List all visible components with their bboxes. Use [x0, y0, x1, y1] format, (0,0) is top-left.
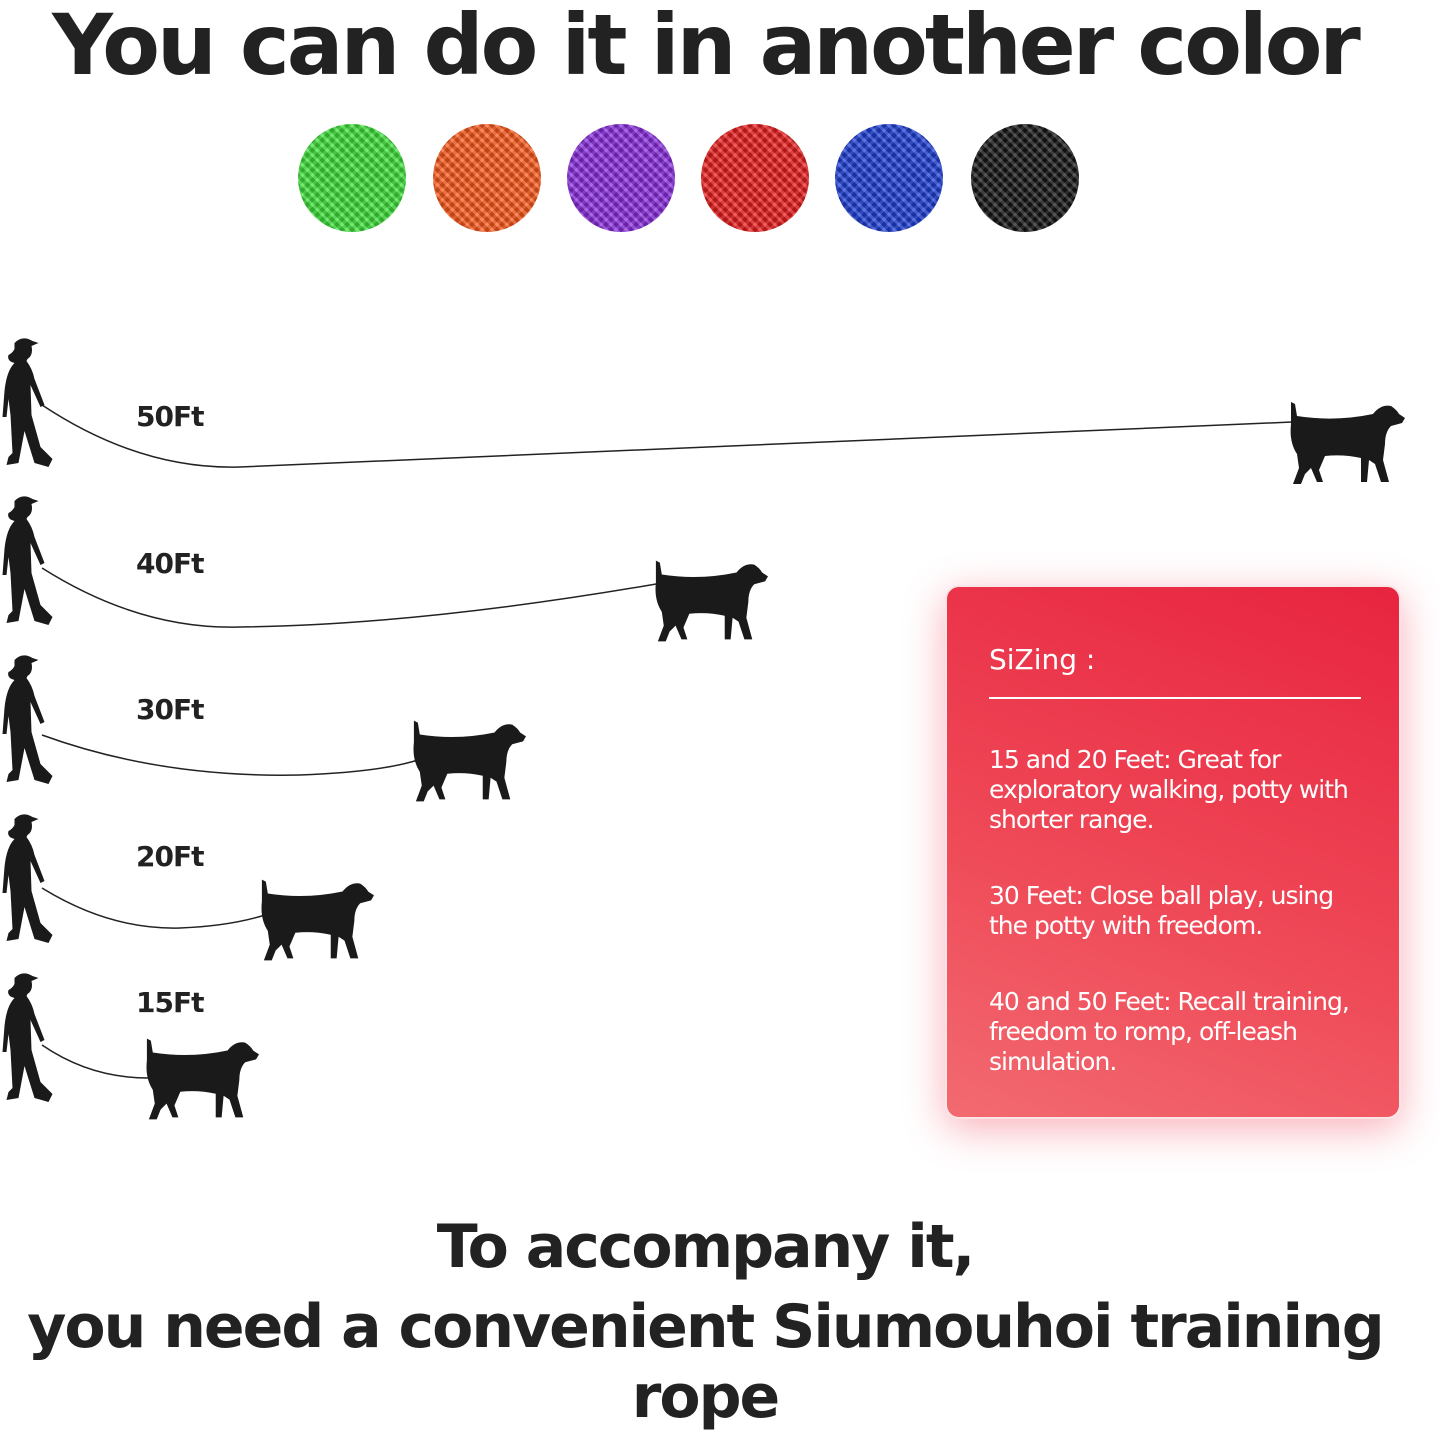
- length-label-40: 40Ft: [136, 547, 204, 580]
- sizing-title: SiZing :: [989, 643, 1096, 676]
- leash-15ft: [41, 1044, 149, 1079]
- leash-30ft: [41, 734, 419, 776]
- walker-icon: [2, 973, 53, 1102]
- length-label-20: 20Ft: [136, 840, 204, 873]
- sizing-item: 30 Feet: Close ball play, using the pott…: [989, 881, 1334, 940]
- color-swatch-blue: [835, 124, 943, 232]
- dog-icon: [655, 560, 768, 642]
- leash-illustration: [2, 338, 1405, 1120]
- color-swatch-black: [971, 124, 1079, 232]
- walker-icon: [2, 496, 53, 625]
- dog-icon: [413, 720, 526, 802]
- page-title: You can do it in another color: [52, 0, 1361, 94]
- dog-icon: [146, 1038, 259, 1120]
- length-label-50: 50Ft: [136, 400, 204, 433]
- footer-line-2: you need a convenient Siumouhoi training…: [27, 1292, 1384, 1432]
- walker-figures: [2, 338, 53, 1102]
- leash-40ft: [41, 567, 663, 628]
- color-swatch-red: [701, 124, 809, 232]
- sizing-card: SiZing : 15 and 20 Feet: Great for explo…: [945, 585, 1401, 1119]
- length-label-15: 15Ft: [136, 986, 204, 1019]
- dog-icon: [261, 879, 374, 961]
- footer-line-1: To accompany it,: [436, 1212, 976, 1282]
- sizing-item: 15 and 20 Feet: Great for exploratory wa…: [989, 745, 1349, 834]
- leash-20ft: [41, 887, 266, 929]
- divider: [989, 697, 1361, 699]
- color-swatch-green: [298, 124, 406, 232]
- dog-icon: [1290, 402, 1405, 484]
- length-label-30: 30Ft: [136, 693, 204, 726]
- walker-icon: [2, 338, 53, 467]
- walker-icon: [2, 655, 53, 784]
- color-swatch-orange: [433, 124, 541, 232]
- sizing-item: 40 and 50 Feet: Recall training, freedom…: [989, 987, 1350, 1076]
- walker-icon: [2, 814, 53, 943]
- color-swatch-purple: [567, 124, 675, 232]
- leash-50ft: [41, 404, 1293, 468]
